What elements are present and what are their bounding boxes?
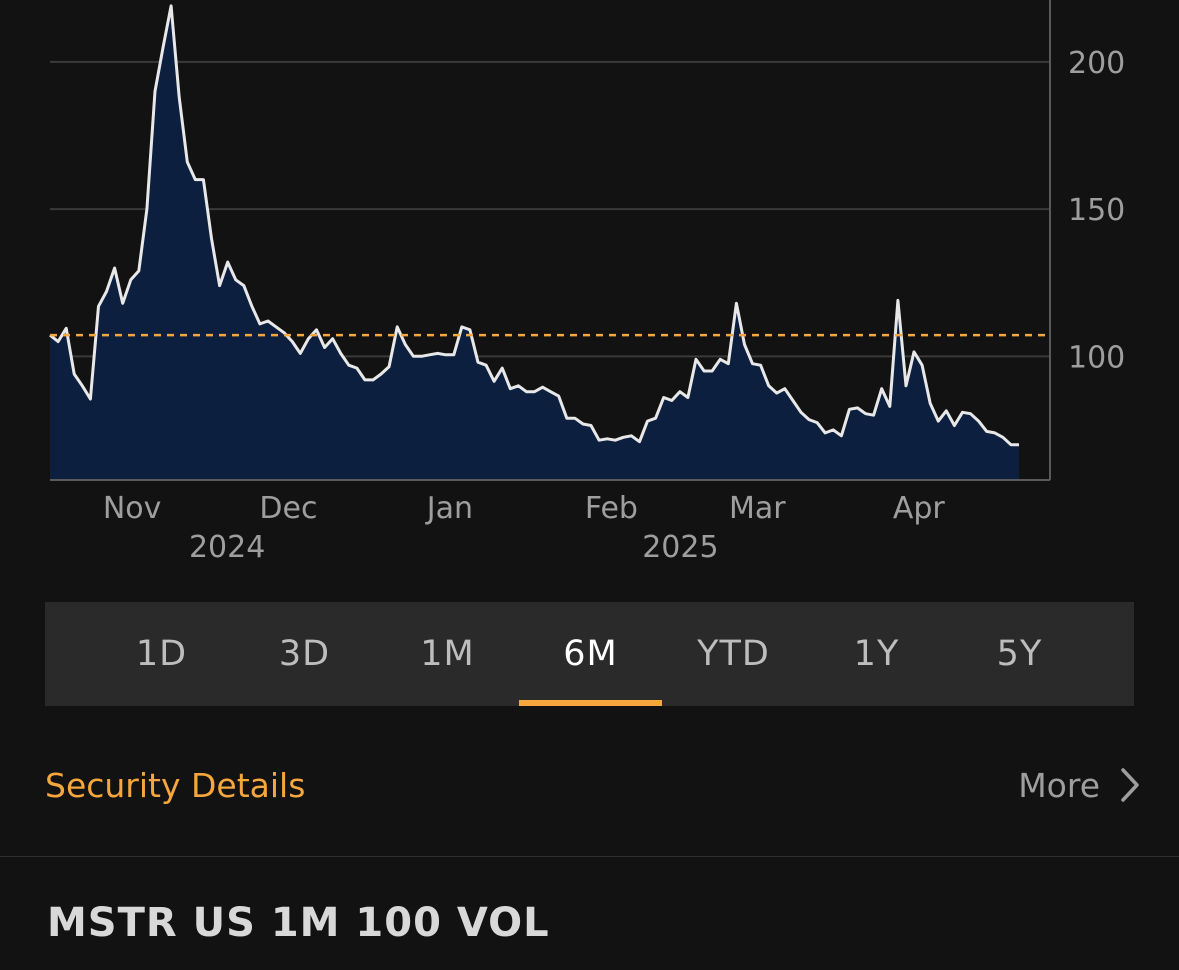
range-tab-1m[interactable]: 1M bbox=[420, 634, 475, 674]
x-tick-label: Nov bbox=[103, 491, 162, 526]
volatility-chart[interactable]: 100 150 200 Nov Dec Jan Feb Mar Apr 2024 2025 bbox=[0, 0, 1179, 600]
x-tick-label: Dec bbox=[259, 491, 317, 526]
x-tick-label: Jan bbox=[425, 491, 473, 526]
year-label: 2024 bbox=[189, 530, 265, 565]
y-tick-label: 200 bbox=[1068, 46, 1125, 81]
more-button[interactable]: More bbox=[1018, 766, 1140, 805]
range-tab-1d[interactable]: 1D bbox=[135, 634, 188, 674]
series-line bbox=[49, 4, 1019, 447]
range-tab-5y[interactable]: 5Y bbox=[996, 634, 1043, 674]
section-divider bbox=[0, 856, 1179, 857]
security-details-title: Security Details bbox=[45, 765, 306, 805]
range-tab-3d[interactable]: 3D bbox=[278, 634, 331, 674]
range-tab-ytd[interactable]: YTD bbox=[697, 634, 770, 674]
chevron-right-icon bbox=[1121, 768, 1139, 802]
security-details-header: Security Details More bbox=[45, 750, 1140, 820]
y-tick-label: 100 bbox=[1068, 340, 1125, 375]
y-tick-label: 150 bbox=[1068, 193, 1125, 228]
year-label: 2025 bbox=[642, 530, 718, 565]
more-label: More bbox=[1018, 765, 1100, 805]
series-area bbox=[50, 5, 1019, 481]
range-tab-1y[interactable]: 1Y bbox=[853, 634, 900, 674]
x-tick-label: Feb bbox=[585, 491, 638, 526]
range-tab-6m[interactable]: 6M bbox=[519, 602, 662, 706]
ticker-label: MSTR US 1M 100 VOL bbox=[47, 900, 550, 946]
x-tick-label: Apr bbox=[893, 491, 946, 526]
time-range-selector: 1D 3D 1M 6M YTD 1Y 5Y bbox=[45, 602, 1134, 706]
x-tick-label: Mar bbox=[729, 491, 786, 526]
